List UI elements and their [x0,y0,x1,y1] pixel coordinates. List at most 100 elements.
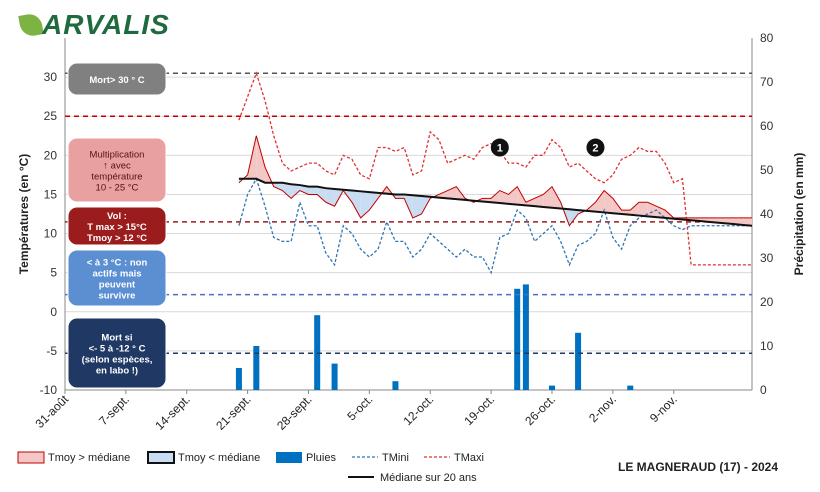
rain-bar [514,288,521,390]
x-tick-label: 31-août [32,392,71,431]
y2-tick-label: 30 [760,251,774,265]
y-tick-label: -5 [46,344,57,358]
tmoy-below-median-area [299,185,309,195]
tmoy-above-median-area [491,190,500,204]
tmoy-below-median-area [569,209,579,226]
tmoy-below-median-area [560,202,570,226]
legend-label: Médiane sur 20 ans [380,472,477,484]
x-tick-label: 2-nov. [586,392,619,425]
tmini-line [238,177,752,275]
x-tick-label: 9-nov. [647,392,680,425]
annotation-marker [490,138,509,157]
tmoy-below-median-area [360,191,370,218]
y2-tick-label: 50 [760,163,774,177]
info-box [67,249,167,307]
info-box-text: Mort si <- 5 à -12 ° C (selon espèces, en l… [82,333,153,377]
tmoy-below-median-area [317,186,326,203]
y-tick-label: -10 [40,383,58,397]
info-box-line: température [91,172,142,183]
x-tick-label: 21-sept. [213,392,254,433]
info-box-line: en labo !) [96,366,138,377]
info-box-line: Tmoy > 12 °C [87,233,147,244]
tmoy-line [238,135,752,227]
tmoy-above-median-area [551,186,561,209]
info-box-line: peuvent [99,280,136,291]
y-tick-label: 5 [50,266,57,280]
info-box-text: Vol :T max > 15°C Tmoy > 12 °C [87,211,147,244]
rain-bar [253,346,260,390]
legend-swatch-below [147,451,175,464]
annotation-marker [586,138,605,157]
x-tick-label: 26-oct. [522,392,558,428]
info-box-line: < à 3 °C : non [87,258,148,269]
tmoy-below-median-area [325,188,335,207]
tmoy-below-median-area [282,182,292,199]
median-line [238,177,753,227]
y2-tick-label: 60 [760,119,774,133]
tmoy-above-median-area [630,202,639,216]
info-box [67,206,167,246]
tmoy-below-median-area [412,195,422,218]
tmoy-above-median-area [543,186,552,208]
tmoy-above-median-area [438,190,448,199]
y-axis-title: Températures (en °C) [17,154,31,275]
info-box-line: ↑ avec [103,161,131,172]
tmoy-above-median-area [604,190,613,214]
info-box-line: (selon espèces, [82,355,153,366]
y2-axis-title: Précipitation (en mm) [792,153,806,276]
tmoy-above-median-area [743,217,752,226]
station-label: LE MAGNERAUD (17) - 2024 [618,460,779,474]
rain-bar [627,385,634,390]
tmoy-below-median-area [291,184,300,199]
tmoy-above-median-area [595,190,605,213]
rain-bar [392,381,399,390]
legend-label: TMini [382,452,409,464]
info-box-text: < à 3 °C : non actifs mais peuvent survivre [87,258,148,302]
info-box-text: Multiplication ↑ avec température 10 - 25 °… [90,150,145,194]
y-tick-label: 15 [44,187,58,201]
y2-tick-label: 70 [760,75,774,89]
y-tick-label: 10 [44,227,58,241]
annotation-label: 2 [592,143,598,155]
legend-label: TMaxi [454,452,484,464]
tmoy-above-median-area [256,135,266,183]
info-box-line: <- 5 à -12 ° C [89,344,146,355]
y2-tick-label: 0 [760,383,767,397]
info-box [67,317,167,389]
annotation-label: 1 [497,143,503,155]
arvalis-logo: ARVALIS [10,6,170,46]
x-tick-label: 19-oct. [461,392,497,428]
x-tick-label: 12-oct. [401,392,437,428]
rain-bar [235,368,242,390]
tmoy-above-median-area [647,202,657,218]
info-box-line: Mort si [101,333,132,344]
legend-swatch-above [17,451,45,464]
y-tick-label: 30 [44,70,58,84]
tmoy-above-median-area [734,217,744,225]
tmoy-below-median-area [273,182,283,191]
info-box-line: Multiplication [90,150,145,161]
y2-tick-label: 40 [760,207,774,221]
info-box-line: Vol : [107,211,127,222]
tmoy-below-median-area [308,186,318,195]
info-box [67,62,167,96]
legend-swatch-rain [276,452,302,463]
info-box-line: survivre [99,291,136,302]
y-tick-label: 25 [44,109,58,123]
info-box-line: Mort> 30 ° C [89,75,144,86]
y-tick-label: 0 [50,305,57,319]
x-tick-label: 7-sept. [96,392,132,428]
tmaxi-line [238,71,752,266]
legend-label: Tmoy < médiane [178,452,260,464]
info-box-line: actifs mais [92,269,141,280]
tmoy-above-median-area [612,198,622,214]
legend-label: Pluies [306,452,336,464]
y2-tick-label: 10 [760,339,774,353]
legend-label: Tmoy > médiane [48,452,130,464]
y2-tick-label: 80 [760,31,774,45]
x-tick-label: 5-oct. [344,392,375,423]
tmoy-below-median-area [351,190,361,218]
x-tick-label: 28-sept. [274,392,315,433]
rain-bar [575,332,582,390]
